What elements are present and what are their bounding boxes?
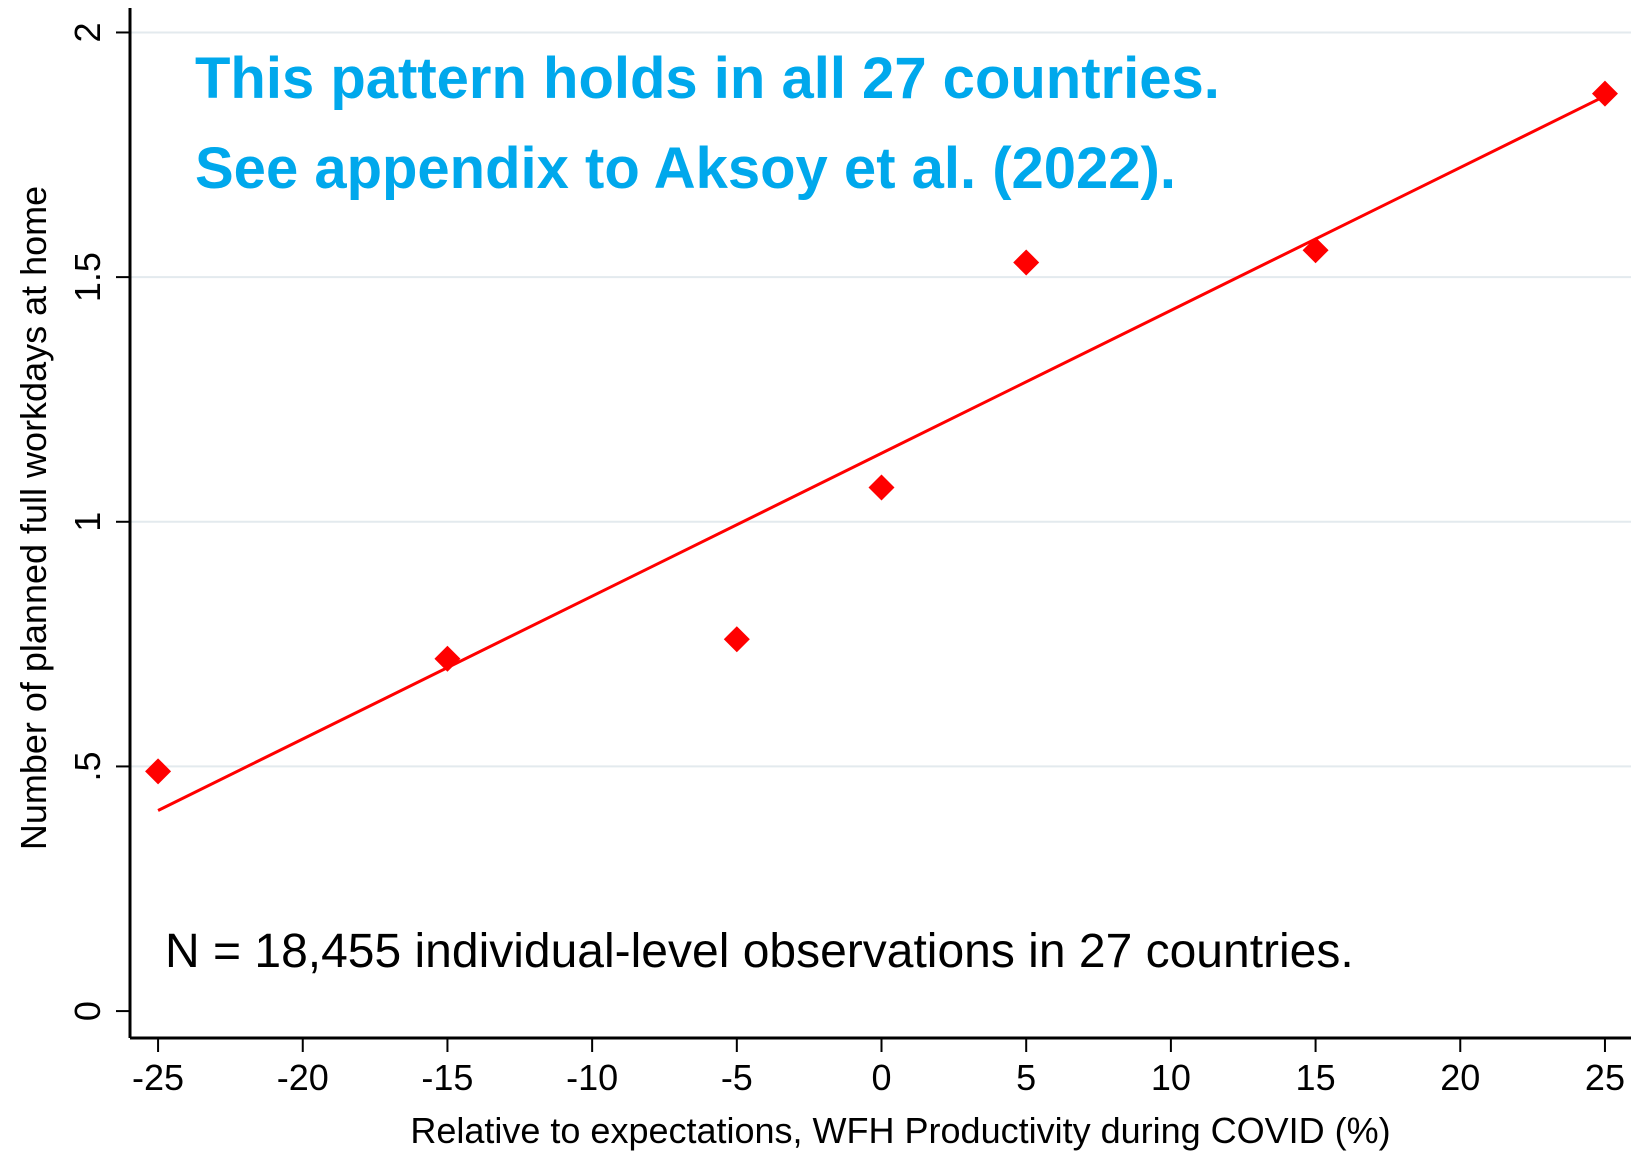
- x-axis-title: Relative to expectations, WFH Productivi…: [410, 1110, 1390, 1151]
- y-axis-title: Number of planned full workdays at home: [13, 186, 54, 850]
- x-tick-label: -5: [721, 1057, 753, 1098]
- point: [868, 474, 895, 501]
- point: [1302, 237, 1329, 264]
- x-tick-label: 0: [871, 1057, 891, 1098]
- x-tick-label: 20: [1440, 1057, 1480, 1098]
- x-tick-label: -10: [566, 1057, 618, 1098]
- x-tick-label: -15: [421, 1057, 473, 1098]
- y-tick-label: 1: [67, 512, 108, 532]
- y-tick-label: 1.5: [67, 252, 108, 302]
- y-tick-label: 2: [67, 22, 108, 42]
- x-tick-label: 25: [1585, 1057, 1625, 1098]
- point: [145, 758, 172, 785]
- x-tick-label: 10: [1151, 1057, 1191, 1098]
- annotation: See appendix to Aksoy et al. (2022).: [195, 136, 1176, 201]
- point: [723, 626, 750, 653]
- y-tick-label: 0: [67, 1001, 108, 1021]
- point: [1591, 80, 1618, 107]
- annotation: N = 18,455 individual-level observations…: [165, 925, 1354, 978]
- x-tick-label: -25: [132, 1057, 184, 1098]
- point: [434, 645, 461, 672]
- x-tick-label: 5: [1016, 1057, 1036, 1098]
- point: [1013, 249, 1040, 276]
- annotation: This pattern holds in all 27 countries.: [195, 46, 1220, 111]
- y-tick-label: .5: [67, 751, 108, 781]
- x-tick-label: -20: [277, 1057, 329, 1098]
- x-tick-label: 15: [1296, 1057, 1336, 1098]
- fit-line: [157, 94, 1606, 812]
